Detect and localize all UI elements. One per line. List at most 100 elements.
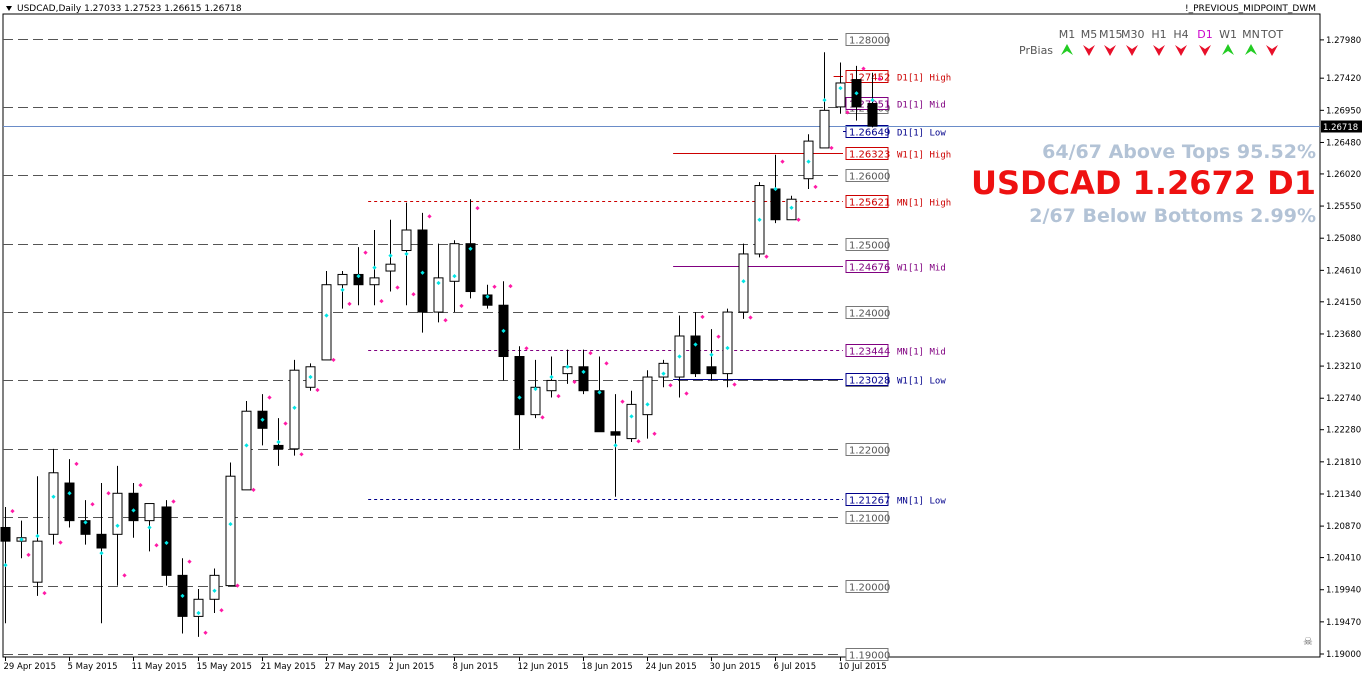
candle-body: [642, 376, 653, 416]
open-marker: [748, 315, 753, 320]
open-marker: [459, 303, 464, 309]
candle-body: [835, 82, 846, 108]
midpoint-marker: [645, 402, 650, 407]
open-marker: [251, 487, 256, 492]
open-marker: [347, 301, 352, 306]
current-price-tag: [1321, 120, 1362, 133]
round-level-box: [845, 443, 889, 456]
x-tick-label: 11 May 2015: [132, 662, 187, 672]
open-marker: [122, 573, 127, 578]
open-marker: [764, 254, 769, 259]
level-value: 1.27452: [849, 73, 890, 84]
open-marker: [716, 334, 721, 339]
open-marker: [604, 361, 609, 366]
timeframe-label-mn: MN: [1242, 28, 1260, 41]
candle-body: [241, 410, 252, 491]
bias-down-arrow-icon: [1083, 45, 1095, 56]
open-marker: [572, 379, 577, 384]
candle-body: [385, 263, 396, 272]
midpoint-marker: [565, 364, 570, 369]
y-tick-label: 1.27420: [1326, 74, 1361, 84]
open-marker: [524, 346, 529, 351]
midpoint-marker: [597, 390, 602, 395]
candle-body: [594, 390, 605, 433]
midpoint-marker: [822, 97, 827, 103]
candle-body: [337, 273, 348, 286]
candle-body: [690, 335, 701, 375]
timeframe-label-w1: W1: [1219, 28, 1237, 41]
round-level-label: 1.24000: [849, 309, 890, 320]
open-marker: [187, 559, 192, 564]
level-value-box: [845, 373, 889, 386]
x-tick-label: 29 Apr 2015: [4, 662, 57, 672]
x-tick-label: 27 May 2015: [325, 662, 380, 672]
x-tick-label: 12 Jun 2015: [518, 662, 569, 672]
open-marker: [42, 591, 47, 596]
candle-body: [96, 533, 107, 549]
open-marker: [700, 314, 705, 319]
midpoint-marker: [725, 345, 730, 351]
y-tick-label: 1.26480: [1326, 138, 1361, 148]
current-price-tag-label: 1.26718: [1323, 123, 1358, 133]
x-tick-label: 2 Jun 2015: [389, 662, 435, 672]
x-tick-label: 10 Jul 2015: [839, 662, 887, 672]
level-value: 1.26649: [849, 128, 890, 139]
y-tick-label: 1.27980: [1326, 36, 1361, 46]
open-marker: [540, 415, 545, 420]
open-marker: [796, 217, 801, 222]
dropdown-triangle-icon[interactable]: [6, 6, 12, 11]
y-tick-label: 1.26020: [1326, 170, 1361, 180]
open-marker: [427, 214, 432, 219]
midpoint-marker: [212, 588, 217, 593]
candle-body: [401, 229, 412, 252]
round-level-box: [845, 580, 889, 593]
candle-body: [48, 472, 59, 535]
midpoint-marker: [452, 274, 457, 279]
midpoint-marker: [292, 405, 297, 410]
open-marker: [620, 399, 625, 404]
midpoint-marker: [131, 508, 136, 513]
open-marker: [780, 159, 785, 164]
open-marker: [219, 608, 224, 613]
candle-body: [449, 243, 460, 282]
y-tick-label: 1.25550: [1326, 202, 1361, 212]
open-marker: [171, 499, 176, 504]
y-tick-label: 1.22280: [1326, 426, 1361, 436]
timeframe-label-m5: M5: [1080, 28, 1098, 41]
open-marker: [668, 383, 673, 388]
open-marker: [90, 502, 95, 507]
y-tick-label: 1.26950: [1326, 106, 1361, 116]
round-level-label: 1.21000: [849, 514, 890, 525]
level-value: 1.21267: [849, 496, 890, 507]
prbias-label: PrBias: [1019, 44, 1054, 57]
level-name: MN[1] Mid: [897, 348, 946, 358]
open-marker: [235, 583, 240, 588]
timeframe-label-m15: M15: [1099, 28, 1123, 41]
bias-down-arrow-icon: [1104, 45, 1116, 56]
candle-body: [722, 311, 733, 375]
round-level-label: 1.20000: [849, 583, 890, 594]
level-name: W1[1] Low: [897, 377, 946, 387]
midpoint-marker: [147, 525, 152, 530]
midpoint-marker: [757, 217, 762, 222]
timeframe-label-m1: M1: [1058, 28, 1076, 41]
open-marker: [10, 508, 15, 514]
open-marker: [106, 491, 111, 496]
midpoint-marker: [196, 610, 201, 616]
midpoint-marker: [613, 443, 618, 448]
candle-body: [706, 366, 717, 375]
symbol-info[interactable]: USDCAD,Daily 1.27033 1.27523 1.26615 1.2…: [6, 4, 242, 14]
midpoint-marker: [244, 443, 249, 448]
level-name: W1[1] High: [897, 151, 951, 161]
open-marker: [154, 543, 159, 548]
midpoint-marker: [260, 417, 265, 422]
open-marker: [138, 482, 143, 488]
level-value: 1.25621: [849, 198, 890, 209]
x-tick-label: 6 Jul 2015: [774, 662, 817, 672]
midpoint-marker: [420, 270, 425, 275]
midpoint-marker: [468, 246, 473, 251]
timeframe-label-m30: M30: [1121, 28, 1145, 41]
midpoint-marker: [164, 540, 169, 545]
open-marker: [395, 285, 400, 290]
